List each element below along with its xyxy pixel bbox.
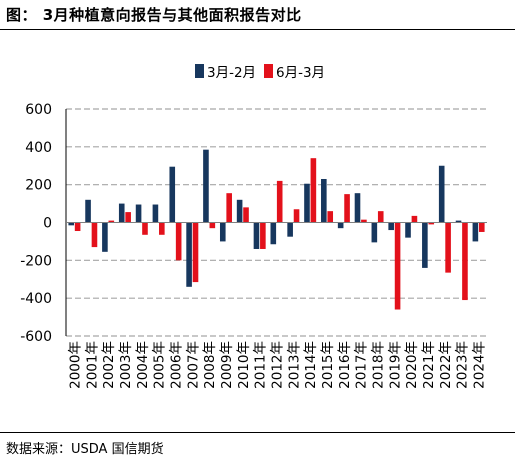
bar-series-1 — [455, 220, 462, 223]
x-tick-label: 2018年 — [371, 341, 387, 389]
y-tick-label: 0 — [43, 216, 52, 232]
bar-series-1 — [354, 193, 361, 223]
bar-series-1 — [270, 222, 277, 245]
x-tick-label: 2011年 — [253, 341, 269, 389]
bar-series-1 — [118, 203, 125, 223]
bar-series-1 — [472, 222, 479, 242]
y-tick-label: -400 — [20, 291, 52, 307]
bar-series-2 — [428, 222, 435, 225]
bar-series-2 — [361, 219, 367, 223]
x-tick-label: 2012年 — [270, 341, 286, 389]
x-tick-label: 2008年 — [202, 341, 218, 389]
bar-series-1 — [236, 199, 243, 223]
bar-series-1 — [102, 222, 108, 252]
bar-series-2 — [260, 222, 266, 249]
bar-series-1 — [68, 222, 75, 226]
top-rule — [0, 29, 515, 30]
bar-series-1 — [321, 178, 327, 223]
x-tick-label: 2014年 — [303, 341, 319, 389]
bar-series-1 — [287, 222, 293, 237]
bar-series-1 — [253, 222, 260, 249]
y-tick-label: 200 — [25, 178, 52, 194]
y-tick-label: 400 — [25, 140, 52, 156]
x-tick-label: 2015年 — [320, 341, 336, 389]
legend-swatch — [195, 64, 204, 78]
bar-series-1 — [371, 222, 378, 243]
bar-series-2 — [142, 222, 148, 235]
bar-series-1 — [186, 222, 192, 287]
x-tick-label: 2009年 — [219, 341, 235, 389]
legend-swatch — [264, 64, 273, 78]
bar-series-2 — [276, 180, 283, 223]
bar-series-2 — [159, 222, 165, 235]
bar-series-2 — [74, 222, 81, 232]
source-note: 数据来源：USDA 国信期货 — [6, 442, 164, 457]
bar-series-2 — [411, 215, 418, 223]
x-tick-label: 2019年 — [387, 341, 403, 389]
bar-series-1 — [135, 204, 142, 223]
figure-title: 图： 3月种植意向报告与其他面积报告对比 — [6, 6, 302, 24]
x-tick-label: 2000年 — [67, 341, 83, 389]
bar-series-1 — [388, 222, 394, 231]
legend-label: 3月-2月 — [207, 65, 256, 81]
x-tick-label: 2007年 — [185, 341, 201, 389]
y-tick-label: -600 — [20, 329, 52, 345]
bar-series-2 — [175, 222, 182, 261]
bar-series-1 — [219, 222, 226, 242]
bar-series-2 — [209, 222, 216, 229]
bar-series-2 — [478, 222, 485, 232]
x-tick-label: 2002年 — [101, 341, 117, 389]
bar-series-2 — [293, 209, 300, 223]
x-tick-label: 2004年 — [135, 341, 151, 389]
x-tick-label: 2024年 — [472, 341, 488, 389]
x-tick-label: 2003年 — [118, 341, 134, 389]
y-tick-label: -200 — [20, 253, 52, 269]
x-tick-label: 2006年 — [168, 341, 184, 389]
bar-series-1 — [169, 166, 176, 223]
bar-series-2 — [394, 222, 401, 310]
bar-series-1 — [304, 183, 310, 223]
bar-series-1 — [337, 222, 344, 229]
bar-series-1 — [438, 165, 445, 223]
bar-series-1 — [203, 149, 209, 223]
x-tick-label: 2010年 — [236, 341, 252, 389]
bar-series-2 — [243, 207, 249, 223]
bottom-rule — [0, 432, 515, 433]
bar-series-2 — [91, 222, 98, 248]
bar-series-2 — [125, 212, 131, 223]
bar-series-2 — [344, 194, 350, 223]
x-tick-label: 2005年 — [152, 341, 168, 389]
x-tick-label: 2022年 — [438, 341, 454, 389]
bar-series-1 — [85, 199, 91, 223]
bar-series-1 — [405, 222, 411, 238]
x-tick-label: 2016年 — [337, 341, 353, 389]
y-tick-label: 600 — [25, 102, 52, 118]
x-tick-label: 2023年 — [455, 341, 471, 389]
bar-series-2 — [192, 222, 199, 283]
bar-series-1 — [422, 222, 428, 268]
legend-label: 6月-3月 — [276, 65, 325, 81]
bar-series-2 — [310, 158, 317, 223]
x-tick-label: 2020年 — [404, 341, 420, 389]
bar-series-2 — [377, 211, 384, 223]
bar-series-2 — [462, 222, 468, 301]
x-tick-label: 2013年 — [286, 341, 302, 389]
x-tick-label: 2001年 — [84, 341, 100, 389]
bar-series-1 — [152, 204, 159, 223]
bar-series-2 — [445, 222, 451, 273]
x-tick-label: 2017年 — [354, 341, 370, 389]
bar-series-2 — [108, 220, 115, 223]
bar-series-2 — [226, 193, 232, 223]
x-tick-label: 2021年 — [421, 341, 437, 389]
bar-series-2 — [327, 211, 334, 223]
